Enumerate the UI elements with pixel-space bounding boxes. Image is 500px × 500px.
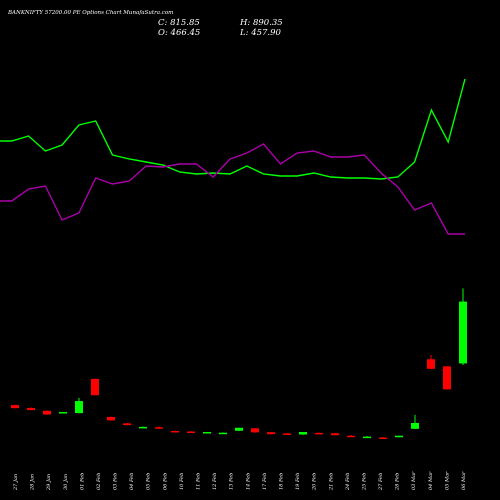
- close-value: C: 815.85: [158, 18, 200, 28]
- x-tick-label: 27 Jan: [13, 474, 19, 491]
- x-tick-label: 14 Feb: [245, 473, 251, 490]
- x-tick-label: 25 Feb: [361, 473, 367, 491]
- candle-up: [235, 427, 243, 431]
- x-tick-label: 17 Feb: [262, 473, 268, 490]
- x-axis-labels: 27 Jan 28 Jan 29 Jan 30 Jan 01 Feb 02 Feb 03 F…: [13, 471, 467, 491]
- candle-down: [91, 378, 99, 396]
- x-tick-label: 11 Feb: [196, 473, 202, 490]
- x-tick-label: 03 Mar: [411, 471, 417, 490]
- indicator-lines: [0, 78, 466, 235]
- x-tick-label: 24 Feb: [345, 473, 351, 491]
- x-tick-label: 12 Feb: [212, 473, 218, 490]
- candle-up: [395, 435, 403, 438]
- candle-up: [363, 436, 371, 439]
- candle-down: [187, 431, 195, 433]
- candle-up: [411, 422, 419, 429]
- x-tick-label: 28 Jan: [30, 474, 36, 491]
- x-tick-label: 27 Feb: [378, 473, 384, 491]
- candle-down: [427, 359, 435, 369]
- chart-title: BANKNIFTY 57200.00 PE Options Chart Muna…: [8, 10, 174, 16]
- x-tick-label: 02 Feb: [96, 473, 102, 490]
- x-tick-label: 18 Feb: [278, 473, 284, 490]
- low-value: L: 457.90: [240, 28, 281, 38]
- x-tick-label: 21 Feb: [328, 473, 334, 491]
- x-tick-label: 04 Feb: [129, 473, 135, 490]
- candle-down: [331, 433, 339, 436]
- green-indicator-line: [0, 78, 466, 180]
- candle-down: [107, 416, 115, 421]
- candle-down: [171, 430, 179, 433]
- candle-down: [123, 423, 131, 426]
- candle-down: [155, 427, 163, 429]
- candle-down: [43, 410, 51, 415]
- candle-down: [347, 435, 355, 438]
- purple-indicator-line: [0, 143, 465, 235]
- candle-down: [283, 433, 291, 435]
- candle-down: [11, 405, 19, 409]
- candle-down: [251, 428, 259, 433]
- x-tick-label: 06 Mar: [461, 471, 467, 490]
- candles: [11, 288, 467, 440]
- x-tick-label: 05 Feb: [146, 473, 152, 490]
- x-tick-label: 29 Jan: [46, 474, 52, 491]
- candle-up: [75, 401, 83, 414]
- candle-down: [379, 437, 387, 440]
- candle-down: [27, 407, 35, 411]
- x-tick-label: 13 Feb: [229, 473, 235, 490]
- x-tick-label: 28 Feb: [395, 473, 401, 491]
- candle-down: [267, 432, 275, 435]
- x-tick-label: 06 Feb: [162, 473, 168, 490]
- candle-up: [139, 426, 147, 429]
- x-tick-label: 01 Feb: [79, 473, 85, 490]
- high-value: H: 890.35: [240, 18, 283, 28]
- x-tick-label: 10 Feb: [179, 473, 185, 490]
- x-tick-label: 04 Mar: [428, 471, 434, 490]
- x-tick-label: 19 Feb: [295, 473, 301, 490]
- candle-down: [315, 432, 323, 435]
- candle-up: [219, 432, 227, 435]
- x-tick-label: 30 Jan: [63, 474, 69, 490]
- candle-up: [459, 301, 467, 364]
- x-tick-label: 03 Feb: [113, 473, 119, 490]
- candle-down: [443, 366, 451, 390]
- x-tick-label: 05 Mar: [444, 471, 450, 490]
- candle-up: [299, 432, 307, 435]
- x-tick-label: 20 Feb: [312, 473, 318, 491]
- candle-up: [203, 432, 211, 434]
- candle-up: [59, 412, 67, 414]
- open-value: O: 466.45: [158, 28, 201, 38]
